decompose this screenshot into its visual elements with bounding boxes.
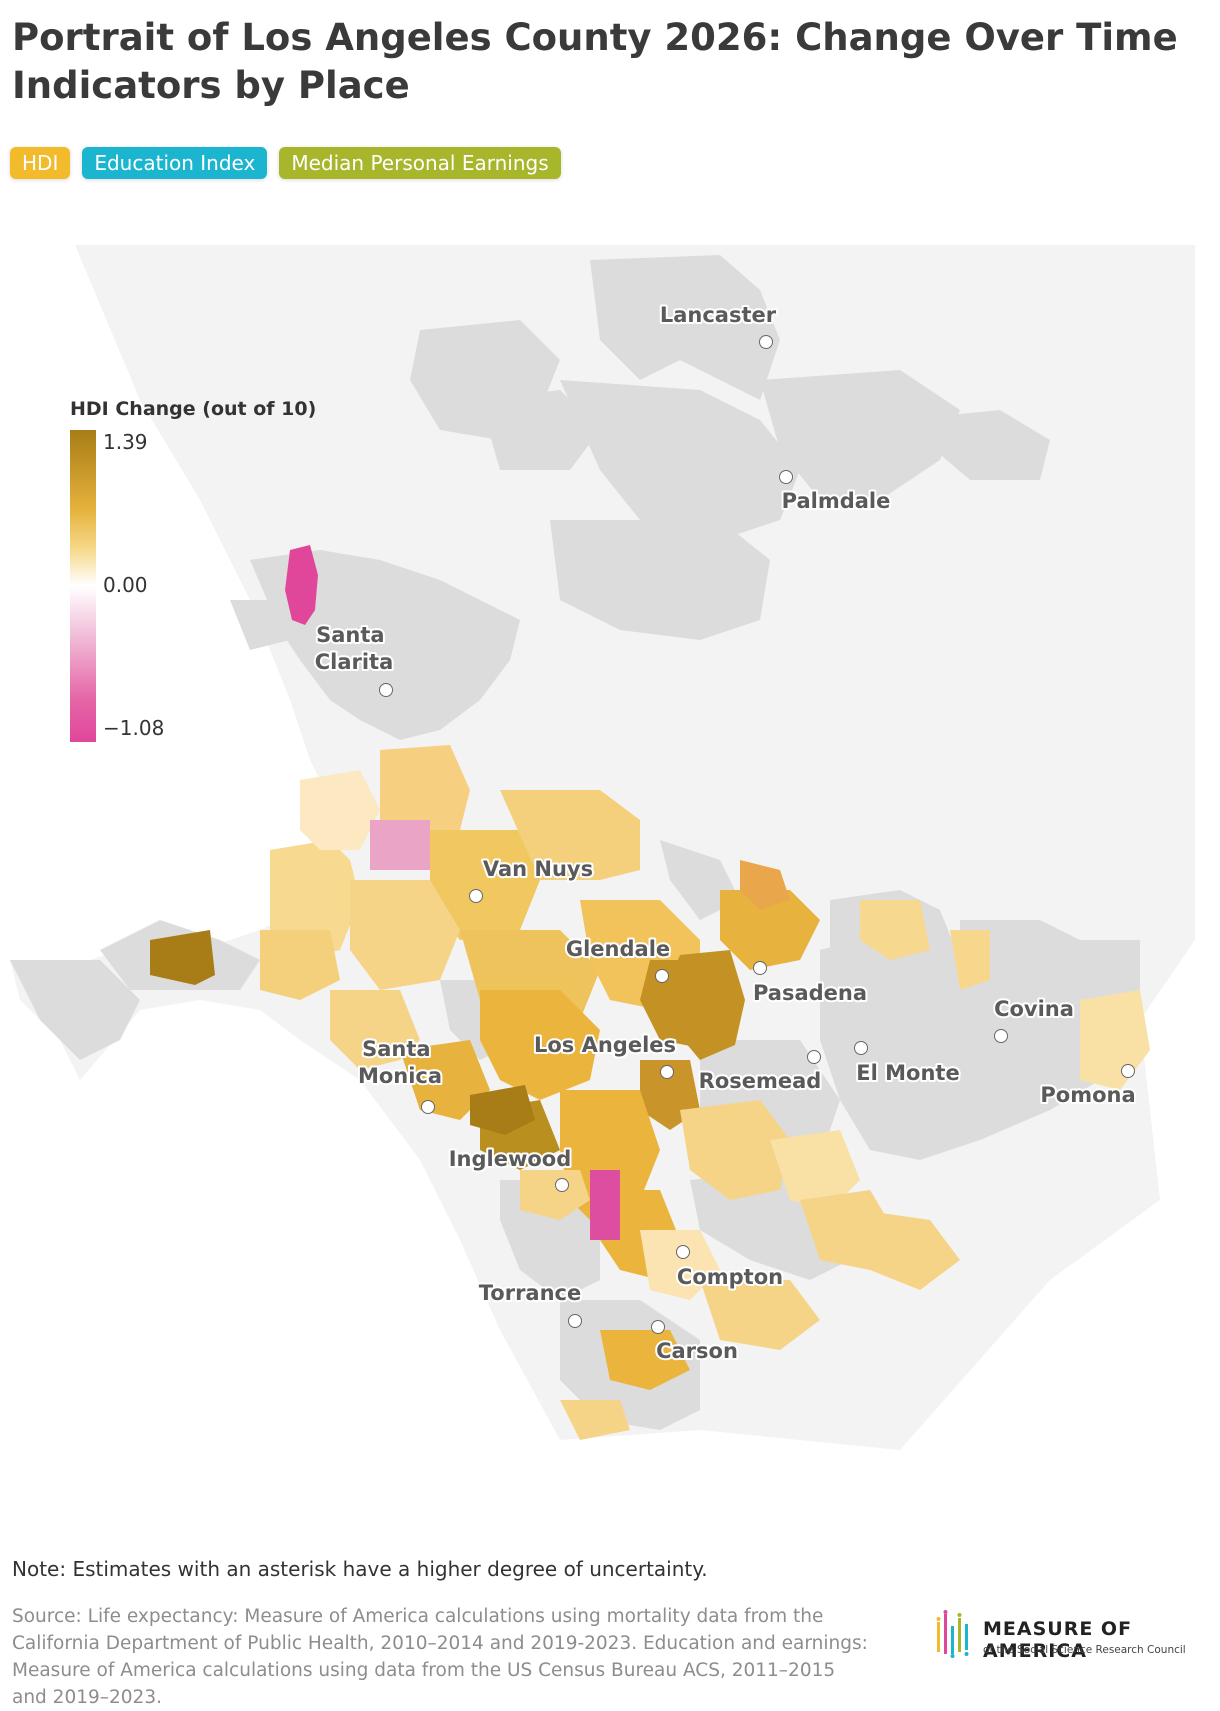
tab-education-index[interactable]: Education Index xyxy=(82,147,268,179)
logo-bars-icon xyxy=(936,1610,969,1658)
legend-mid-label: 0.00 xyxy=(103,573,148,597)
place-santa-monica[interactable]: Santa Monica xyxy=(356,1035,444,1114)
place-pomona[interactable]: Pomona xyxy=(1038,1064,1138,1109)
place-markers: Lancaster Palmdale Santa Clarita Van Nuy… xyxy=(313,301,1138,1365)
legend-min-label: −1.08 xyxy=(103,716,165,740)
place-el-monte[interactable]: El Monte xyxy=(854,1041,962,1087)
place-covina[interactable]: Covina xyxy=(992,995,1076,1043)
note: Note: Estimates with an asterisk have a … xyxy=(12,1557,708,1581)
place-label-santa-clarita-line1: Santa xyxy=(316,623,384,647)
place-label-lancaster: Lancaster xyxy=(660,303,777,327)
region-darkest-gold-coast xyxy=(150,930,215,985)
place-los-angeles[interactable]: Los Angeles xyxy=(532,1031,678,1079)
place-label-el-monte: El Monte xyxy=(856,1061,959,1085)
place-van-nuys[interactable]: Van Nuys xyxy=(469,855,595,903)
legend-color-scale xyxy=(70,430,96,742)
no-data-regions xyxy=(10,255,1140,1430)
tab-median-personal-earnings[interactable]: Median Personal Earnings xyxy=(279,147,561,179)
place-carson[interactable]: Carson xyxy=(651,1320,740,1365)
place-label-pomona: Pomona xyxy=(1040,1083,1135,1107)
place-label-van-nuys: Van Nuys xyxy=(483,857,593,881)
place-label-covina: Covina xyxy=(994,997,1074,1021)
place-torrance[interactable]: Torrance xyxy=(477,1279,583,1328)
hdi-change-regions xyxy=(260,745,1150,1440)
place-palmdale[interactable]: Palmdale xyxy=(779,470,892,515)
place-label-santa-clarita: Santa Clarita xyxy=(315,623,394,674)
place-label-santa-monica-line1: Santa xyxy=(362,1037,430,1061)
place-label-los-angeles: Los Angeles xyxy=(534,1033,676,1057)
measure-of-america-logo[interactable]: MEASURE OF AMERICA of the Social Science… xyxy=(935,1610,1210,1662)
place-label-santa-monica: Santa Monica xyxy=(358,1037,442,1088)
region-dark-gold-la-east xyxy=(665,950,745,1060)
legend-title: HDI Change (out of 10) xyxy=(70,398,317,420)
logo-name: MEASURE OF AMERICA xyxy=(983,1618,1133,1662)
legend-max-label: 1.39 xyxy=(103,430,148,454)
place-label-santa-monica-line2: Monica xyxy=(358,1064,442,1088)
source: Source: Life expectancy: Measure of Amer… xyxy=(12,1606,868,1708)
tab-hdi[interactable]: HDI xyxy=(10,147,71,179)
place-label-pasadena: Pasadena xyxy=(753,981,867,1005)
page-title: Portrait of Los Angeles County 2026: Cha… xyxy=(12,16,1178,107)
place-compton[interactable]: Compton xyxy=(675,1245,785,1291)
place-lancaster[interactable]: Lancaster xyxy=(658,301,779,349)
place-pasadena[interactable]: Pasadena xyxy=(751,961,869,1007)
region-dark-gold-inglewood xyxy=(470,1085,535,1135)
place-label-torrance: Torrance xyxy=(479,1281,582,1305)
region-magenta-north xyxy=(285,545,318,625)
place-label-rosemead: Rosemead xyxy=(699,1069,822,1093)
choropleth-map[interactable]: Lancaster Palmdale Santa Clarita Van Nuy… xyxy=(0,230,1220,1530)
place-label-palmdale: Palmdale xyxy=(782,489,891,513)
place-label-santa-clarita-line2: Clarita xyxy=(315,650,394,674)
logo-subtitle: of the Social Science Research Council xyxy=(983,1644,1186,1656)
place-label-inglewood: Inglewood xyxy=(449,1147,572,1171)
place-label-carson: Carson xyxy=(656,1339,738,1363)
indicator-tabs: HDI Education Index Median Personal Earn… xyxy=(10,147,561,179)
place-label-compton: Compton xyxy=(677,1265,783,1289)
place-rosemead[interactable]: Rosemead xyxy=(697,1050,823,1095)
place-glendale[interactable]: Glendale xyxy=(564,935,672,983)
place-inglewood[interactable]: Inglewood xyxy=(447,1145,573,1192)
place-santa-clarita[interactable]: Santa Clarita xyxy=(313,621,395,697)
place-label-glendale: Glendale xyxy=(566,937,670,961)
